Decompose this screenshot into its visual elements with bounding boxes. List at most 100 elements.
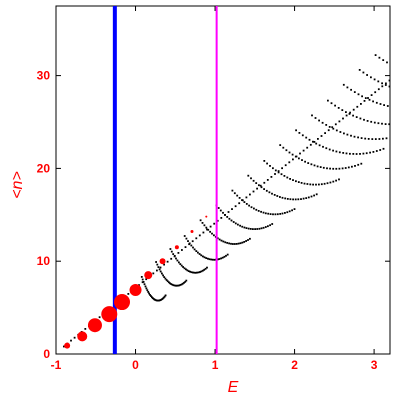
data-point bbox=[300, 182, 303, 184]
data-point bbox=[341, 167, 344, 170]
data-point bbox=[163, 263, 165, 266]
data-point bbox=[373, 78, 376, 81]
data-point bbox=[146, 289, 149, 292]
data-point bbox=[284, 212, 286, 214]
data-point bbox=[269, 224, 271, 227]
data-point bbox=[241, 199, 243, 201]
data-point bbox=[360, 137, 363, 139]
data-point bbox=[247, 239, 249, 241]
data-point bbox=[263, 188, 265, 190]
data-point bbox=[216, 258, 219, 261]
data-point bbox=[260, 227, 263, 230]
data-point bbox=[309, 183, 312, 186]
data-point bbox=[378, 138, 381, 140]
data-point bbox=[337, 107, 340, 109]
data-point bbox=[338, 178, 340, 181]
data-point bbox=[373, 121, 376, 124]
data-point bbox=[367, 97, 369, 99]
data-point bbox=[183, 281, 185, 284]
data-point bbox=[366, 74, 368, 76]
data-point bbox=[243, 201, 246, 203]
data-point bbox=[211, 258, 214, 261]
data-point bbox=[316, 165, 319, 168]
red-markers bbox=[64, 215, 208, 349]
data-point bbox=[202, 231, 205, 234]
data-point bbox=[269, 165, 271, 167]
data-point bbox=[151, 297, 154, 299]
data-point bbox=[325, 124, 328, 126]
data-point bbox=[189, 270, 191, 273]
data-point bbox=[349, 111, 351, 114]
data-point bbox=[73, 336, 76, 339]
data-point bbox=[226, 253, 229, 256]
data-point bbox=[324, 132, 326, 134]
data-point bbox=[205, 226, 208, 229]
data-point bbox=[263, 181, 266, 184]
data-point bbox=[239, 242, 242, 245]
data-point bbox=[277, 171, 280, 174]
data-point bbox=[178, 284, 181, 287]
data-point bbox=[322, 145, 324, 148]
data-point bbox=[369, 151, 371, 154]
data-point bbox=[365, 152, 368, 155]
data-point bbox=[371, 138, 374, 140]
data-point bbox=[185, 268, 187, 271]
data-point bbox=[304, 160, 306, 163]
data-point bbox=[200, 270, 203, 273]
data-point bbox=[315, 142, 318, 145]
data-point bbox=[193, 271, 196, 274]
data-point bbox=[298, 157, 300, 160]
data-point bbox=[301, 159, 303, 161]
data-point bbox=[179, 263, 182, 265]
data-point bbox=[299, 152, 301, 155]
data-point bbox=[151, 296, 153, 299]
data-point bbox=[247, 174, 250, 177]
data-point bbox=[361, 95, 363, 98]
data-point bbox=[63, 345, 65, 348]
data-point bbox=[213, 234, 215, 237]
data-point bbox=[252, 190, 255, 193]
data-point bbox=[323, 182, 326, 185]
data-point bbox=[226, 242, 229, 244]
data-point bbox=[175, 284, 177, 287]
data-point bbox=[253, 207, 255, 210]
data-point bbox=[262, 226, 265, 229]
data-point bbox=[196, 271, 198, 274]
red-marker bbox=[87, 318, 102, 333]
data-point bbox=[164, 277, 167, 280]
data-point bbox=[345, 111, 347, 113]
data-point bbox=[281, 212, 284, 215]
x-tick-label: 2 bbox=[291, 358, 298, 372]
data-point bbox=[352, 153, 355, 155]
data-point bbox=[342, 117, 344, 120]
y-tick-label: 10 bbox=[37, 254, 51, 268]
data-point bbox=[250, 177, 252, 180]
data-point bbox=[379, 103, 382, 105]
data-point bbox=[282, 146, 285, 149]
data-point bbox=[186, 269, 189, 272]
x-tick-label: 1 bbox=[212, 358, 219, 372]
data-point bbox=[260, 210, 262, 213]
data-point bbox=[245, 227, 248, 229]
data-point bbox=[271, 223, 274, 225]
data-point bbox=[258, 184, 260, 187]
data-point bbox=[203, 256, 206, 259]
data-point bbox=[266, 179, 269, 181]
red-marker bbox=[144, 271, 153, 280]
data-point bbox=[176, 259, 179, 262]
data-point bbox=[286, 211, 289, 214]
data-point bbox=[339, 131, 342, 133]
data-point bbox=[157, 266, 160, 268]
data-point bbox=[344, 167, 347, 169]
data-point bbox=[349, 152, 351, 155]
data-point bbox=[142, 281, 145, 283]
data-point bbox=[286, 198, 289, 200]
data-point bbox=[362, 71, 365, 74]
data-point bbox=[384, 123, 387, 125]
data-point bbox=[374, 138, 377, 140]
data-point bbox=[288, 151, 291, 154]
data-point bbox=[325, 147, 328, 150]
data-point bbox=[288, 161, 291, 164]
data-point bbox=[329, 181, 332, 184]
